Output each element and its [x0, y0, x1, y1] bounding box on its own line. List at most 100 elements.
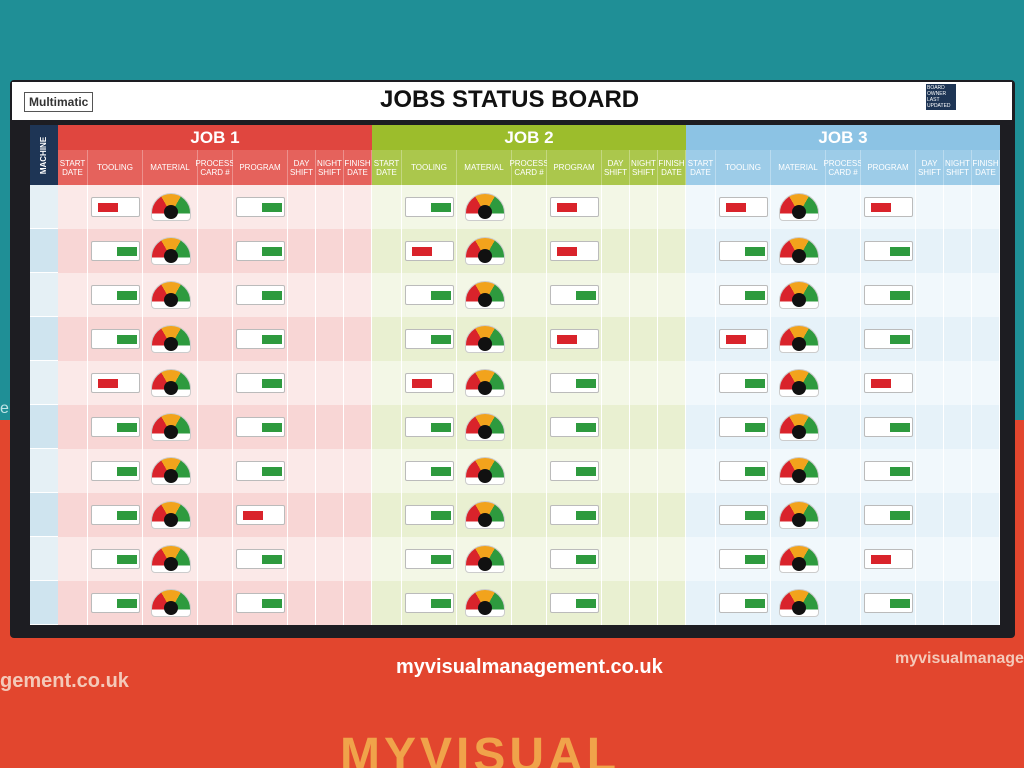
cell [944, 273, 972, 317]
cell [972, 185, 1000, 229]
tooling-indicator [405, 373, 454, 393]
indicator-green [745, 379, 765, 388]
program-indicator [236, 285, 285, 305]
program-indicator [236, 197, 285, 217]
program-indicator [550, 417, 599, 437]
cell [686, 493, 716, 537]
cell [630, 229, 658, 273]
indicator-green [262, 291, 282, 300]
cell [972, 229, 1000, 273]
cell [972, 317, 1000, 361]
indicator-green [431, 511, 451, 520]
gauge-knob [164, 381, 178, 395]
wall-text-left: gement.co.uk [0, 670, 129, 692]
indicator-green [890, 247, 910, 256]
machine-cell [30, 273, 58, 317]
tooling-indicator [719, 593, 768, 613]
column-label: MATERIAL [771, 150, 826, 185]
cell [372, 229, 402, 273]
cell [344, 317, 372, 361]
indicator-green [262, 423, 282, 432]
tooling-indicator [91, 285, 140, 305]
cell [316, 449, 344, 493]
program-indicator [864, 549, 913, 569]
cell [372, 185, 402, 229]
cell [630, 537, 658, 581]
indicator-green [262, 599, 282, 608]
gauge-knob [478, 557, 492, 571]
cell [972, 537, 1000, 581]
column-label: START DATE [58, 150, 88, 185]
cell [316, 493, 344, 537]
cell [630, 317, 658, 361]
title: JOBS STATUS BOARD [380, 86, 640, 113]
indicator-green [117, 335, 137, 344]
gauge-knob [792, 381, 806, 395]
column-label: PROGRAM [547, 150, 602, 185]
indicator-green [431, 599, 451, 608]
cell [826, 537, 861, 581]
tooling-indicator [719, 373, 768, 393]
cell [972, 273, 1000, 317]
indicator-green [576, 511, 596, 520]
cell [602, 581, 630, 625]
gauge-knob [164, 249, 178, 263]
tooling-indicator [91, 373, 140, 393]
cell [972, 581, 1000, 625]
cell [288, 273, 316, 317]
cell [916, 493, 944, 537]
tooling-indicator [719, 549, 768, 569]
cell [630, 581, 658, 625]
cell [916, 229, 944, 273]
indicator-red [726, 335, 746, 344]
cell [316, 229, 344, 273]
column-label: FINISH DATE [344, 150, 372, 185]
machine-cell [30, 405, 58, 449]
cell [288, 581, 316, 625]
gauge-knob [792, 205, 806, 219]
gauge-knob [478, 337, 492, 351]
program-indicator [864, 373, 913, 393]
cell [602, 229, 630, 273]
indicator-green [431, 467, 451, 476]
cell [512, 581, 547, 625]
gauge-knob [164, 513, 178, 527]
tooling-indicator [91, 549, 140, 569]
column-label: NIGHT SHIFT [630, 150, 658, 185]
job-title: JOB 2 [372, 125, 686, 150]
cell [512, 185, 547, 229]
gauge-knob [792, 557, 806, 571]
cell [602, 405, 630, 449]
cell [198, 361, 233, 405]
cell [512, 537, 547, 581]
cell [198, 405, 233, 449]
gauge-knob [478, 293, 492, 307]
indicator-green [431, 423, 451, 432]
gauge-knob [792, 469, 806, 483]
cell [316, 273, 344, 317]
tooling-indicator [405, 505, 454, 525]
cell [658, 537, 686, 581]
cell [686, 185, 716, 229]
cell [630, 185, 658, 229]
gauge-knob [164, 205, 178, 219]
tooling-indicator [719, 461, 768, 481]
program-indicator [550, 549, 599, 569]
cell [58, 185, 88, 229]
cell [972, 405, 1000, 449]
indicator-red [98, 379, 118, 388]
indicator-green [431, 555, 451, 564]
program-indicator [864, 417, 913, 437]
gauge-knob [792, 337, 806, 351]
indicator-green [117, 511, 137, 520]
cell [602, 317, 630, 361]
indicator-green [576, 555, 596, 564]
indicator-red [243, 511, 263, 520]
cell [316, 537, 344, 581]
cell [972, 449, 1000, 493]
indicator-green [431, 335, 451, 344]
program-indicator [864, 593, 913, 613]
cell [686, 229, 716, 273]
indicator-green [117, 247, 137, 256]
tooling-indicator [91, 505, 140, 525]
